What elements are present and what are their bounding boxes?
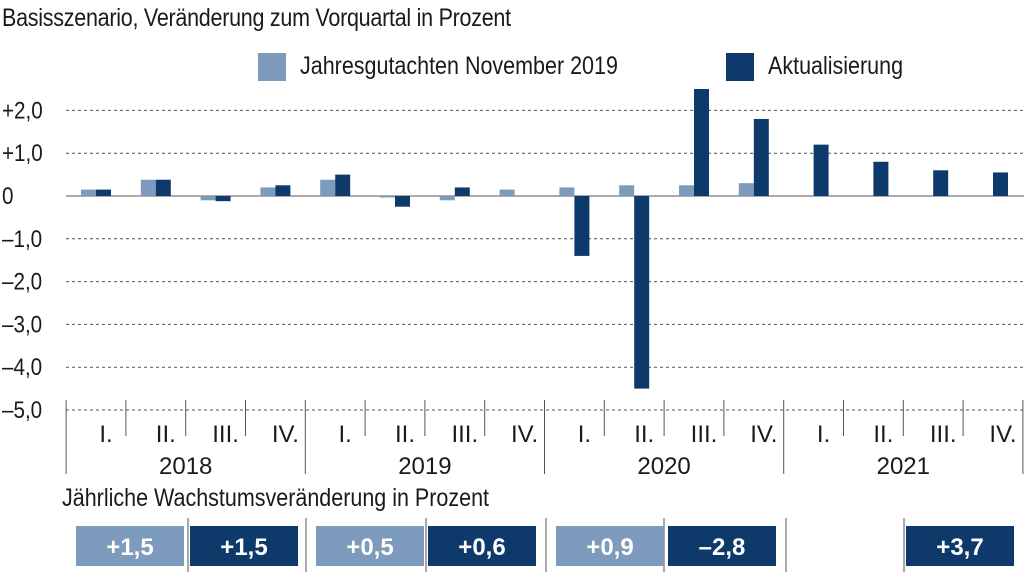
- bar-aktualisierung: [873, 161, 889, 196]
- chart-title: Basisszenario, Veränderung zum Vorquarta…: [2, 4, 511, 32]
- annual-box-old: [316, 526, 424, 566]
- bar-aktualisierung: [634, 196, 650, 389]
- legend-swatch-new: [726, 52, 754, 81]
- annual-box-label: +0,9: [586, 534, 633, 561]
- x-tick-label: I.: [578, 421, 591, 448]
- bar-aktualisierung: [275, 185, 291, 196]
- y-tick-label: +1,0: [2, 140, 43, 167]
- bar-aktualisierung: [933, 170, 949, 196]
- annual-box-label: +0,5: [346, 534, 393, 561]
- bar-aktualisierung: [813, 144, 829, 196]
- bar-jahresgutachten: [380, 196, 395, 198]
- bar-aktualisierung: [993, 172, 1008, 196]
- y-tick-label: +2,0: [2, 97, 43, 124]
- bar-jahresgutachten: [200, 196, 216, 201]
- y-tick-label: 0: [2, 183, 13, 210]
- x-tick-label: II.: [395, 421, 415, 448]
- x-tick-label: I.: [817, 421, 830, 448]
- annual-box-label: +1,5: [220, 534, 267, 561]
- x-tick-label: IV.: [511, 421, 538, 448]
- bar-aktualisierung: [454, 187, 470, 196]
- y-tick-label: –5,0: [2, 397, 42, 424]
- x-tick-label: IV.: [989, 421, 1016, 448]
- legend-label-new: Aktualisierung: [768, 52, 904, 80]
- x-tick-label: III.: [212, 421, 239, 448]
- y-tick-label: –3,0: [2, 311, 42, 338]
- legend-label-old: Jahresgutachten November 2019: [300, 52, 618, 80]
- bar-jahresgutachten: [439, 196, 455, 201]
- annual-box-label: +3,7: [936, 534, 983, 561]
- x-tick-label: II.: [634, 421, 654, 448]
- y-tick-label: –2,0: [2, 268, 42, 295]
- bar-jahresgutachten: [738, 183, 754, 196]
- year-label: 2018: [159, 453, 212, 480]
- x-tick-label: I.: [339, 421, 352, 448]
- x-tick-label: I.: [99, 421, 112, 448]
- x-tick-label: III.: [451, 421, 478, 448]
- x-tick-label: IV.: [272, 421, 299, 448]
- annual-box-label: +1,5: [106, 534, 153, 561]
- x-tick-label: IV.: [750, 421, 777, 448]
- x-tick-label: III.: [691, 421, 718, 448]
- bar-jahresgutachten: [81, 189, 96, 196]
- annual-growth-title: Jährliche Wachstumsveränderung in Prozen…: [62, 484, 490, 512]
- bar-aktualisierung: [335, 174, 351, 196]
- bar-aktualisierung: [395, 196, 410, 207]
- annual-box-old: [76, 526, 184, 566]
- year-label: 2019: [398, 453, 451, 480]
- bar-aktualisierung: [215, 196, 231, 202]
- annual-box-new: [190, 526, 298, 566]
- x-tick-label: II.: [873, 421, 893, 448]
- year-label: 2021: [877, 453, 930, 480]
- annual-box-label: –2,8: [699, 534, 746, 561]
- bar-jahresgutachten: [559, 187, 575, 196]
- bar-jahresgutachten: [320, 179, 336, 196]
- bar-aktualisierung: [694, 89, 709, 196]
- annual-box-old: [556, 526, 664, 566]
- legend-swatch-old: [258, 52, 286, 81]
- y-tick-label: –4,0: [2, 354, 42, 381]
- bar-aktualisierung: [96, 189, 111, 196]
- bar-aktualisierung: [753, 118, 769, 196]
- annual-box-new: [906, 526, 1014, 566]
- bar-jahresgutachten: [619, 185, 635, 196]
- annual-box-label: +0,6: [458, 534, 505, 561]
- legend-item-jahresgutachten: Jahresgutachten November 2019: [258, 52, 670, 81]
- bar-aktualisierung: [574, 196, 590, 256]
- year-label: 2020: [637, 453, 690, 480]
- bar-jahresgutachten: [260, 187, 276, 196]
- bar-aktualisierung: [155, 179, 171, 196]
- bar-jahresgutachten: [679, 185, 694, 196]
- x-tick-label: III.: [930, 421, 957, 448]
- legend-item-aktualisierung: Aktualisierung: [726, 52, 925, 81]
- bar-jahresgutachten: [499, 189, 515, 196]
- bar-jahresgutachten: [140, 179, 156, 196]
- annual-box-new: [428, 526, 536, 566]
- annual-box-new: [668, 526, 776, 566]
- x-tick-label: II.: [156, 421, 176, 448]
- y-tick-label: –1,0: [2, 225, 42, 252]
